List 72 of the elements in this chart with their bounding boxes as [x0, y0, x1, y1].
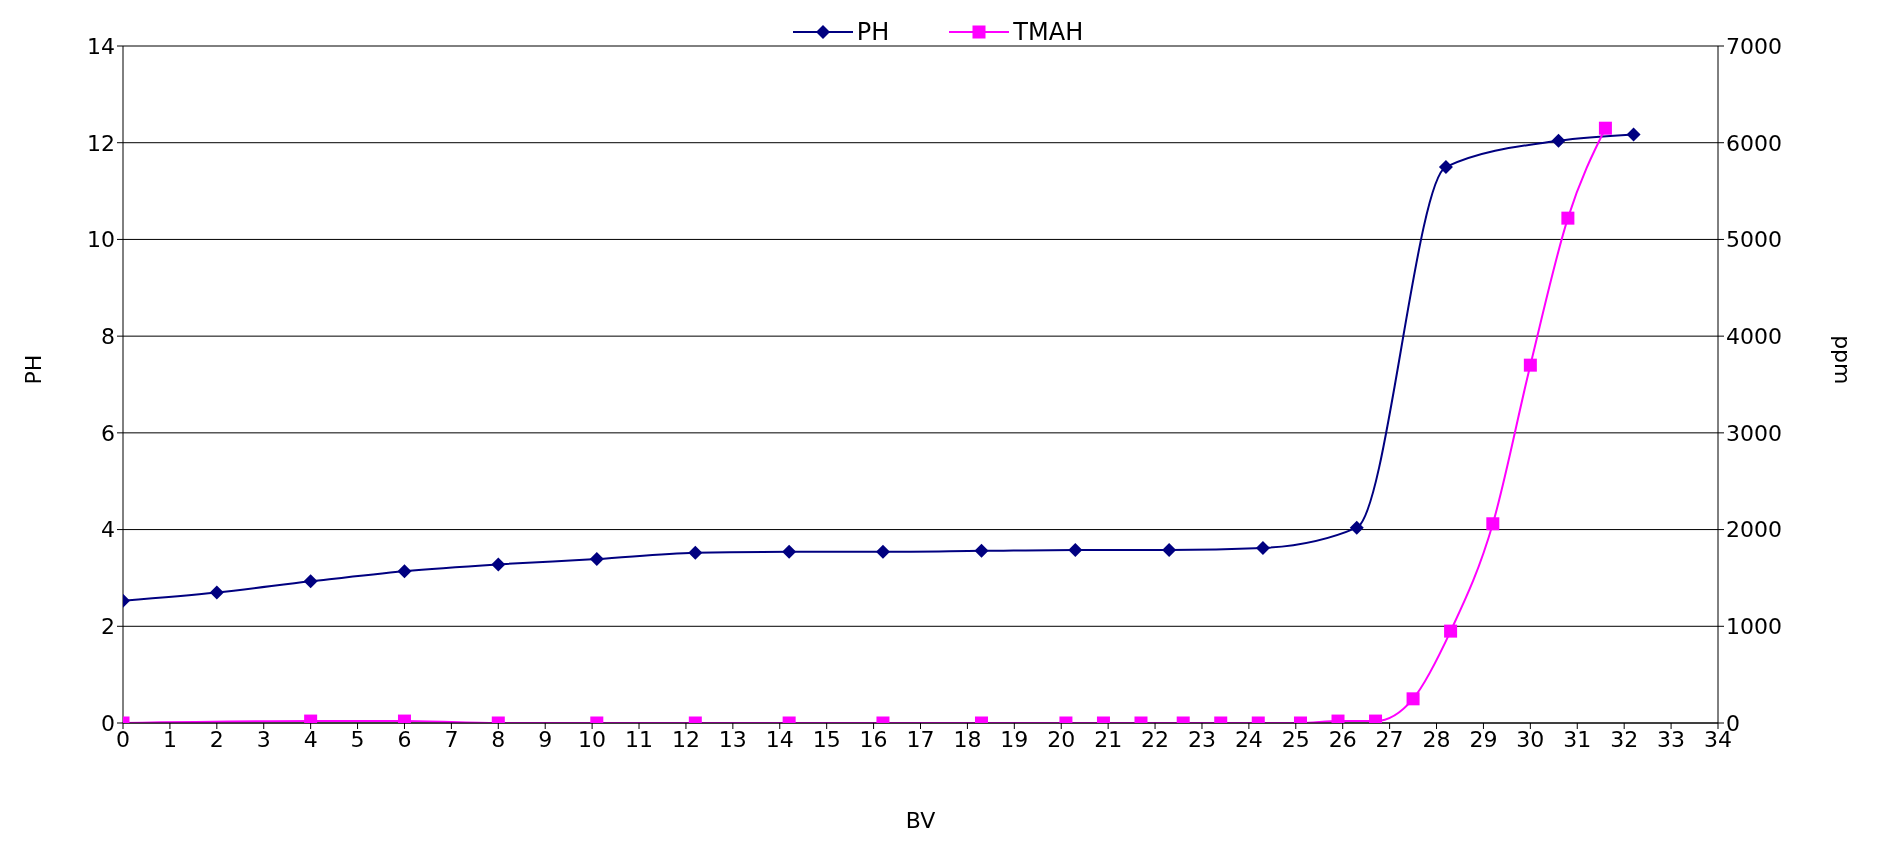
legend-label: TMAH [1013, 18, 1084, 46]
x-tick-label: 32 [1610, 726, 1639, 752]
y2-axis-title: ppm [1830, 335, 1856, 385]
point [782, 544, 797, 559]
point [1551, 133, 1566, 148]
x-tick-label: 30 [1516, 726, 1545, 752]
y-tick-label: 2 [101, 614, 115, 640]
point [1255, 540, 1270, 555]
point [1523, 358, 1537, 372]
y-tick-label: 14 [87, 33, 115, 59]
point [1438, 159, 1453, 174]
y-tick-label: 8 [101, 323, 115, 349]
point [209, 585, 224, 600]
x-tick-label: 2 [209, 726, 224, 752]
x-tick-label: 22 [1141, 726, 1170, 752]
x-tick-label: 21 [1094, 726, 1123, 752]
x-tick-label: 29 [1469, 726, 1498, 752]
x-tick-label: 27 [1375, 726, 1404, 752]
x-tick-label: 33 [1657, 726, 1686, 752]
x-tick-label: 14 [765, 726, 794, 752]
point [875, 544, 890, 559]
x-tick-label: 17 [906, 726, 935, 752]
y2-tick-label: 1000 [1726, 614, 1782, 640]
x-tick-label: 15 [812, 726, 841, 752]
x-axis-title: BV [905, 808, 936, 833]
point [974, 543, 989, 558]
point [491, 557, 506, 572]
x-tick-label: 10 [578, 726, 607, 752]
point [1626, 127, 1641, 142]
x-tick-label: 19 [1000, 726, 1029, 752]
legend-label: PH [856, 18, 890, 46]
point [1561, 211, 1575, 225]
y2-tick-label: 3000 [1726, 420, 1782, 446]
y-tick-label: 12 [87, 130, 115, 156]
y2-tick-label: 5000 [1726, 227, 1782, 253]
y-tick-label: 6 [101, 420, 115, 446]
point [589, 552, 604, 567]
x-tick-label: 3 [256, 726, 271, 752]
y-tick-label: 0 [101, 710, 115, 736]
x-tick-label: 7 [444, 726, 459, 752]
x-tick-label: 20 [1047, 726, 1076, 752]
y-axis-title: PH [20, 354, 46, 385]
x-tick-label: 8 [491, 726, 506, 752]
point [688, 545, 703, 560]
x-tick-label: 16 [859, 726, 888, 752]
x-tick-label: 13 [718, 726, 747, 752]
x-tick-label: 9 [538, 726, 553, 752]
x-tick-label: 6 [397, 726, 412, 752]
x-tick-label: 25 [1281, 726, 1310, 752]
x-tick-label: 12 [671, 726, 700, 752]
x-tick-label: 24 [1234, 726, 1263, 752]
y-tick-label: 4 [101, 517, 115, 543]
y2-tick-label: 4000 [1726, 323, 1782, 349]
y2-tick-label: 7000 [1726, 33, 1782, 59]
x-tick-label: 18 [953, 726, 982, 752]
x-tick-label: 26 [1328, 726, 1357, 752]
point [1598, 121, 1612, 135]
y-tick-label: 10 [87, 227, 115, 253]
point [1068, 542, 1083, 557]
x-tick-label: 31 [1563, 726, 1592, 752]
x-tick-label: 23 [1187, 726, 1216, 752]
x-tick-label: 4 [303, 726, 318, 752]
point [1162, 542, 1177, 557]
x-tick-label: 28 [1422, 726, 1451, 752]
y2-tick-label: 6000 [1726, 130, 1782, 156]
y2-tick-label: 2000 [1726, 517, 1782, 543]
point [397, 564, 412, 579]
x-tick-label: 11 [625, 726, 654, 752]
point [1349, 520, 1364, 535]
x-tick-label: 1 [162, 726, 177, 752]
point [303, 574, 318, 589]
x-tick-label: 5 [350, 726, 365, 752]
